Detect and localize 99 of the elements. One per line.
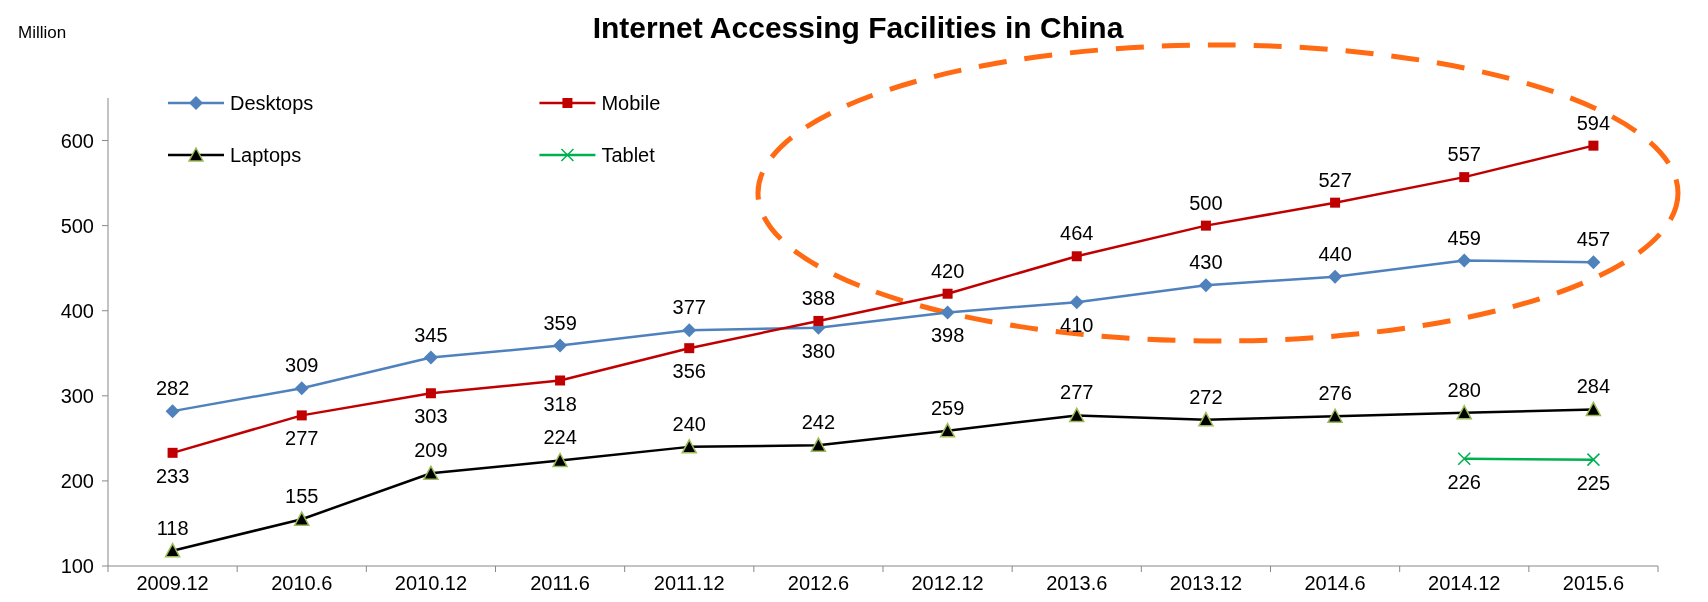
y-tick-label: 100 xyxy=(60,555,94,577)
point xyxy=(1071,251,1082,262)
legend-label: Tablet xyxy=(601,144,656,166)
data-label: 155 xyxy=(285,485,319,508)
data-label: 527 xyxy=(1318,168,1352,191)
data-label: 280 xyxy=(1447,378,1481,401)
point xyxy=(942,288,953,299)
data-label: 240 xyxy=(672,412,706,435)
data-label: 303 xyxy=(414,405,448,428)
point xyxy=(1457,452,1471,466)
point xyxy=(296,410,307,421)
data-label: 500 xyxy=(1189,191,1223,214)
point xyxy=(684,343,695,354)
data-label: 398 xyxy=(930,324,965,347)
data-label: 388 xyxy=(801,286,836,309)
y-tick-label: 200 xyxy=(60,469,94,492)
data-label: 224 xyxy=(543,426,577,449)
x-tick-label: 2012.6 xyxy=(787,572,849,594)
point xyxy=(940,305,955,320)
legend-label: Desktops xyxy=(230,92,314,114)
y-axis-title: Million xyxy=(18,23,67,42)
point xyxy=(294,511,310,526)
x-tick-label: 2011.6 xyxy=(530,572,590,594)
y-tick-label: 600 xyxy=(60,129,94,152)
point xyxy=(167,447,178,458)
chart-title: Internet Accessing Facilities in China xyxy=(592,11,1124,44)
x-tick-label: 2011.12 xyxy=(653,572,725,594)
point xyxy=(423,350,438,365)
point xyxy=(552,452,568,468)
data-label: 209 xyxy=(414,439,448,462)
data-label: 459 xyxy=(1447,226,1481,249)
point xyxy=(1069,407,1085,423)
point xyxy=(1198,278,1213,293)
point xyxy=(813,315,824,326)
legend-label: Mobile xyxy=(601,92,661,114)
data-label: 233 xyxy=(155,464,190,487)
point xyxy=(1588,140,1599,151)
data-label: 226 xyxy=(1447,470,1481,493)
point xyxy=(294,381,309,396)
data-label: 457 xyxy=(1576,228,1611,251)
data-label: 242 xyxy=(801,411,836,434)
point xyxy=(682,323,697,338)
data-label: 272 xyxy=(1189,385,1223,408)
point xyxy=(1330,197,1341,208)
x-tick-label: 2009.12 xyxy=(136,572,209,594)
data-label: 557 xyxy=(1447,143,1481,166)
x-tick-label: 2013.12 xyxy=(1169,572,1243,594)
point xyxy=(1457,253,1472,268)
point xyxy=(164,542,181,558)
data-label: 282 xyxy=(155,377,190,400)
point xyxy=(1586,452,1601,467)
data-label: 318 xyxy=(543,392,577,415)
y-tick-label: 300 xyxy=(60,384,94,407)
data-label: 430 xyxy=(1189,251,1223,274)
y-tick-label: 500 xyxy=(60,214,94,237)
data-label: 359 xyxy=(543,311,577,334)
point xyxy=(1198,411,1214,427)
point xyxy=(1585,401,1602,417)
data-label: 277 xyxy=(285,427,319,450)
data-label: 225 xyxy=(1576,471,1611,494)
data-label: 309 xyxy=(285,354,319,377)
data-label: 345 xyxy=(414,323,448,346)
data-label: 380 xyxy=(801,339,836,362)
data-label: 440 xyxy=(1318,242,1352,265)
point xyxy=(1459,172,1470,183)
point xyxy=(1200,220,1211,231)
point xyxy=(1327,408,1343,423)
data-label: 594 xyxy=(1576,111,1611,134)
data-label: 118 xyxy=(156,516,189,539)
x-tick-label: 2010.12 xyxy=(394,572,468,594)
x-tick-label: 2012.12 xyxy=(911,572,984,594)
data-label: 464 xyxy=(1060,222,1094,245)
x-tick-label: 2010.6 xyxy=(271,572,333,594)
point xyxy=(1069,295,1084,310)
data-label: 276 xyxy=(1318,382,1352,405)
point xyxy=(939,422,956,438)
data-label: 420 xyxy=(930,259,965,282)
point xyxy=(1456,405,1472,420)
data-label: 284 xyxy=(1576,375,1611,398)
point xyxy=(555,375,566,386)
point xyxy=(1586,255,1601,270)
point xyxy=(681,439,697,454)
point xyxy=(553,338,568,353)
data-label: 259 xyxy=(930,396,965,419)
data-label: 377 xyxy=(672,296,706,319)
data-label: 356 xyxy=(672,360,706,383)
point xyxy=(425,388,436,399)
data-label: 277 xyxy=(1060,381,1094,404)
y-tick-label: 400 xyxy=(60,299,94,322)
point xyxy=(1328,269,1343,284)
point xyxy=(165,404,180,419)
point xyxy=(423,465,439,480)
legend-label: Laptops xyxy=(230,144,302,166)
x-tick-label: 2013.6 xyxy=(1046,572,1108,594)
data-label: 410 xyxy=(1060,314,1094,337)
x-tick-label: 2014.6 xyxy=(1304,572,1366,594)
x-tick-label: 2014.12 xyxy=(1428,572,1501,594)
x-tick-label: 2015.6 xyxy=(1562,572,1624,594)
point xyxy=(810,437,827,452)
